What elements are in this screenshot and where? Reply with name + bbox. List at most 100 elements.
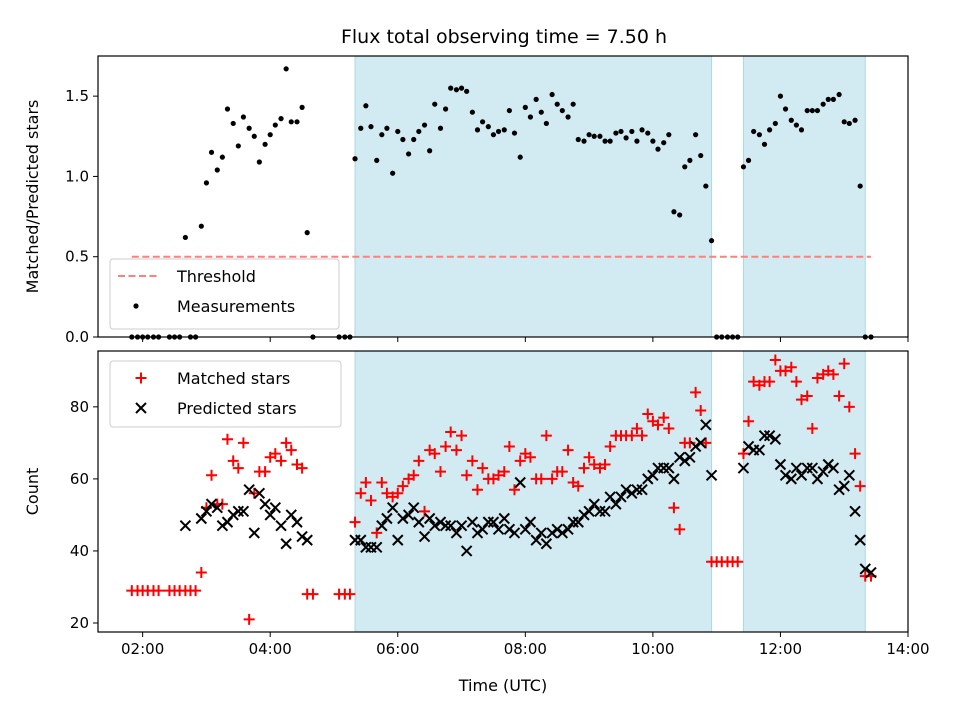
matched-star-point — [636, 430, 648, 442]
matched-star-point — [237, 437, 249, 449]
top-legend-label: Threshold — [176, 267, 256, 286]
predicted-star-point — [221, 516, 234, 528]
measurement-point — [650, 138, 656, 144]
predicted-star-point — [216, 520, 229, 532]
bottom-ytick-label: 40 — [70, 542, 89, 560]
matched-star-point — [795, 394, 807, 406]
bottom-ylabel: Count — [23, 468, 42, 516]
measurement-point — [299, 104, 305, 110]
matched-star-point — [445, 426, 457, 438]
predicted-star-point — [604, 491, 616, 503]
measurement-point — [474, 127, 481, 133]
predicted-star-point — [689, 440, 702, 453]
predicted-star-point — [530, 534, 542, 546]
predicted-star-point — [779, 469, 792, 481]
predicted-star-point — [429, 520, 441, 532]
predicted-star-point — [371, 541, 383, 554]
predicted-star-point — [408, 502, 420, 514]
measurement-point — [283, 66, 289, 72]
bottom-ytick-label: 60 — [70, 470, 89, 488]
matched-star-point — [419, 505, 431, 517]
predicted-star-point — [705, 469, 718, 481]
measurement-point — [693, 132, 699, 138]
matched-star-point — [833, 390, 845, 402]
bottom-xtick-label: 12:00 — [759, 640, 802, 658]
predicted-star-point — [498, 512, 510, 525]
measurement-point — [453, 87, 460, 93]
predicted-star-point — [551, 523, 563, 536]
measurement-point — [661, 140, 667, 146]
predicted-star-point — [769, 433, 782, 445]
predicted-star-point — [439, 520, 452, 532]
predicted-star-point — [843, 469, 856, 481]
matched-star-point — [259, 466, 271, 478]
matched-star-point — [227, 455, 239, 467]
matched-star-point — [153, 585, 165, 597]
matched-star-point — [344, 588, 356, 600]
predicted-star-point — [280, 538, 292, 550]
measurement-point — [570, 101, 576, 107]
measurement-point — [772, 120, 778, 127]
predicted-star-point — [471, 527, 484, 539]
matched-star-point — [849, 448, 861, 460]
predicted-star-point — [827, 462, 840, 474]
predicted-star-point — [647, 469, 659, 481]
matched-star-point — [365, 495, 377, 507]
measurement-point — [629, 128, 635, 135]
predicted-star-point — [460, 545, 473, 557]
bottom-legend: Matched stars Predicted stars — [109, 360, 342, 428]
measurement-point — [538, 109, 544, 115]
matched-star-point — [232, 462, 244, 474]
measurement-point — [437, 125, 444, 131]
matched-star-point — [466, 455, 478, 467]
measurement-point — [448, 85, 454, 91]
matched-star-point — [806, 422, 818, 434]
predicted-star-point — [275, 520, 287, 532]
top-shaded-region — [742, 55, 866, 338]
predicted-star-point — [434, 516, 447, 528]
measurement-point — [549, 91, 555, 98]
matched-star-point — [732, 556, 744, 568]
measurement-point — [464, 88, 470, 94]
matched-star-point — [397, 480, 409, 492]
predicted-star-point — [232, 505, 245, 518]
bottom-points — [126, 354, 877, 625]
predicted-star-point — [801, 462, 813, 474]
measurement-point — [224, 106, 231, 112]
measurement-point — [575, 136, 581, 143]
matched-star-point — [477, 462, 489, 474]
predicted-star-point — [360, 541, 372, 554]
top-legend-box — [109, 258, 340, 330]
predicted-star-point — [668, 473, 680, 485]
measurement-point — [278, 116, 284, 122]
predicted-star-point — [248, 527, 260, 539]
measurement-point — [358, 125, 364, 131]
measurement-point — [495, 128, 502, 135]
matched-star-point — [743, 415, 755, 427]
matched-star-point — [626, 430, 638, 442]
predicted-star-point — [455, 520, 468, 532]
matched-star-point — [843, 401, 855, 413]
measurement-point — [368, 124, 374, 130]
measurement-point — [655, 146, 661, 152]
matched-star-point — [631, 422, 643, 434]
matched-star-point — [556, 466, 568, 478]
bottom-xtick-label: 04:00 — [249, 640, 292, 658]
matched-star-point — [737, 448, 749, 460]
measurement-point — [208, 149, 215, 155]
measurement-point — [745, 157, 752, 163]
measurement-point — [511, 130, 518, 136]
matched-star-point — [663, 422, 675, 434]
measurement-point — [442, 106, 449, 112]
predicted-star-point — [822, 458, 834, 471]
top-axes-frame — [97, 55, 909, 338]
matched-star-point — [376, 476, 388, 488]
measurement-point — [235, 143, 241, 149]
measurement-point — [395, 128, 401, 135]
predicted-star-point — [386, 502, 399, 514]
measurement-point — [623, 135, 629, 141]
measurement-point — [517, 154, 523, 160]
measurement-point — [379, 132, 385, 138]
